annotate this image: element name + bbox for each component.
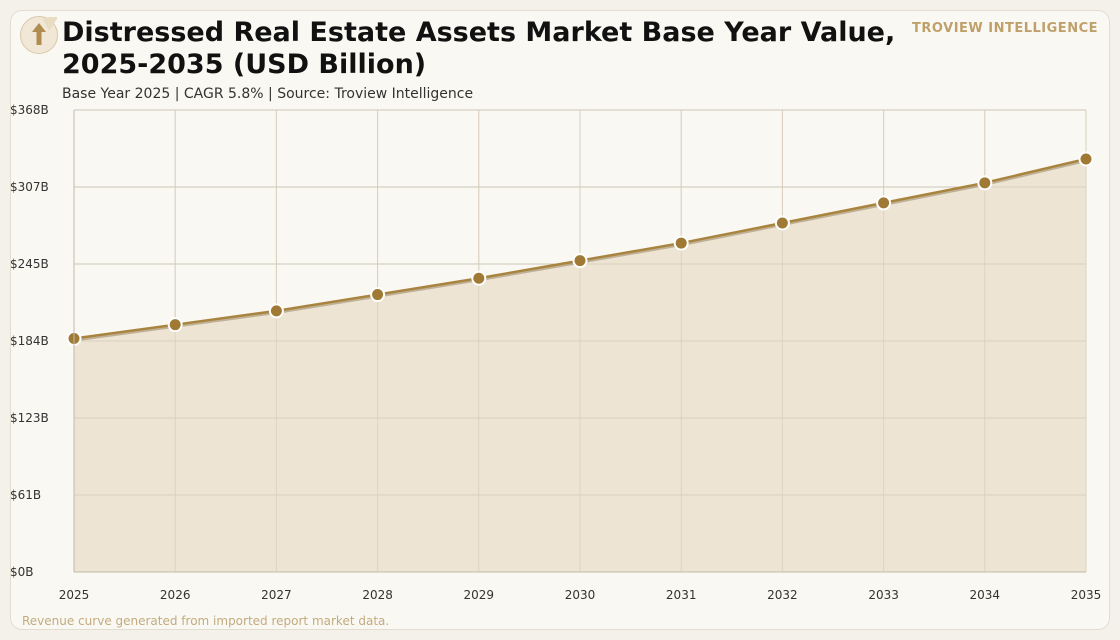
data-point [167,317,183,333]
x-tick-label: 2025 [59,588,90,602]
x-tick-label: 2030 [565,588,596,602]
arrow-up-icon [32,17,57,45]
data-point [572,253,588,269]
x-tick-label: 2034 [970,588,1001,602]
x-tick-label: 2029 [464,588,495,602]
data-point [268,303,284,319]
x-tick-label: 2032 [767,588,798,602]
chart-subtitle: Base Year 2025 | CAGR 5.8% | Source: Tro… [62,86,474,102]
chart-title: Distressed Real Estate Assets Market Bas… [62,17,896,80]
data-point [977,175,993,191]
data-point [471,270,487,286]
data-point [370,287,386,303]
brand-logo [20,16,58,54]
x-tick-label: 2027 [261,588,292,602]
x-tick-label: 2031 [666,588,697,602]
chart-footnote: Revenue curve generated from imported re… [22,614,390,628]
data-point [876,195,892,211]
data-point [774,215,790,231]
y-tick-label: $0B [10,565,34,579]
y-tick-label: $123B [10,411,49,425]
data-point [1078,151,1094,167]
x-tick-label: 2028 [362,588,393,602]
x-tick-label: 2033 [868,588,899,602]
data-point [673,235,689,251]
y-tick-label: $184B [10,334,49,348]
y-tick-label: $61B [10,488,41,502]
brand-label: TROVIEW INTELLIGENCE [912,21,1098,36]
x-tick-label: 2035 [1071,588,1102,602]
y-tick-label: $368B [10,103,49,117]
x-tick-label: 2026 [160,588,191,602]
y-tick-label: $307B [10,180,49,194]
y-tick-label: $245B [10,257,49,271]
